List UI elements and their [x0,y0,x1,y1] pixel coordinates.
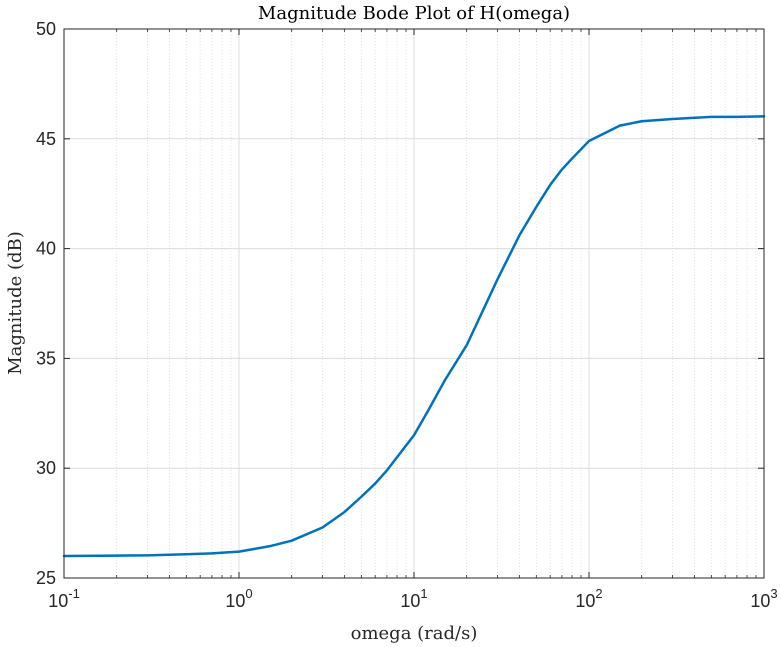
y-tick-label: 25 [36,568,56,588]
y-axis-label: Magnitude (dB) [5,231,26,375]
grid-lines [64,29,764,578]
x-axis-label: omega (rad/s) [351,623,478,644]
y-tick-labels: 25 30 35 40 45 50 [36,19,56,588]
series-lines [62,115,766,558]
x-tick-label: 10-1 [48,586,80,611]
y-tick-label: 35 [36,348,56,368]
y-tick-label: 50 [36,19,56,39]
x-tick-label: 100 [225,586,252,611]
x-tick-label: 101 [400,586,427,611]
x-tick-label: 102 [575,586,602,611]
y-tick-label: 40 [36,239,56,259]
x-tick-label: 103 [750,586,777,611]
y-tick-label: 45 [36,129,56,149]
tick-marks [63,28,765,579]
magnitude-series-line [62,115,766,558]
y-tick-label: 30 [36,458,56,478]
x-tick-labels: 10-1 100 101 102 103 [48,586,777,611]
chart-title: Magnitude Bode Plot of H(omega) [258,3,570,24]
